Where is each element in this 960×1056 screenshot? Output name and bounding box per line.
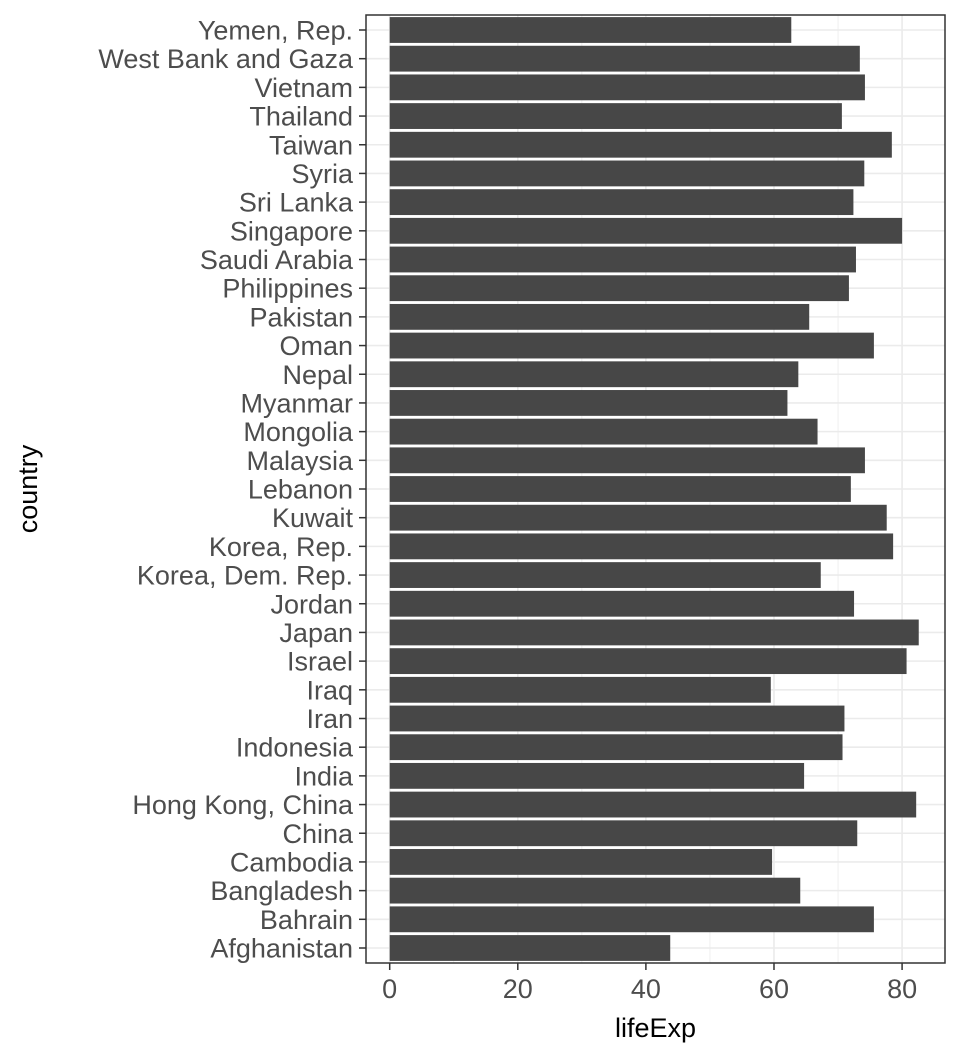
bar [389,762,805,789]
x-tick-label: 0 [382,974,397,1004]
y-tick-label: Syria [291,159,353,189]
bar [389,877,801,904]
y-tick-label: Afghanistan [210,934,353,964]
y-tick-label: Korea, Rep. [209,532,353,562]
bar [389,246,856,273]
y-tick-label: West Bank and Gaza [98,44,354,74]
bar [389,103,842,129]
bar [389,160,865,187]
y-tick-label: Bahrain [260,905,353,935]
bar [389,217,903,244]
y-axis: Yemen, Rep.West Bank and GazaVietnamThai… [98,16,366,964]
y-tick-label: Myanmar [240,388,353,418]
y-axis-title: country [13,444,43,533]
bar [389,734,843,761]
y-tick-label: Taiwan [269,130,353,160]
bar [389,504,887,531]
x-tick-label: 60 [759,974,789,1004]
y-tick-label: Oman [279,331,353,361]
y-tick-label: Kuwait [272,503,354,533]
bar [389,906,874,933]
y-tick-label: Saudi Arabia [200,245,354,275]
bar [389,590,855,617]
bar [389,849,773,875]
bar [389,562,821,588]
y-tick-label: India [294,761,354,791]
bar [389,189,854,216]
bar [389,303,810,330]
y-tick-label: China [282,819,354,849]
bar [389,935,671,961]
x-axis-title: lifeExp [615,1013,696,1043]
y-tick-label: Vietnam [254,73,353,103]
y-tick-label: Indonesia [236,733,354,763]
x-tick-label: 40 [631,974,661,1004]
y-tick-label: Hong Kong, China [132,790,354,820]
y-tick-label: Sri Lanka [239,188,354,218]
bar [389,619,919,646]
bar [389,131,892,158]
bar [389,17,792,43]
y-tick-label: Bangladesh [210,876,353,906]
bar [389,648,907,675]
bar [389,820,858,847]
bar [389,533,894,560]
bar [389,275,849,302]
bar [389,361,799,388]
y-tick-label: Pakistan [249,302,353,332]
bar [389,74,865,101]
bar [389,676,771,703]
y-tick-label: Cambodia [230,847,354,877]
bar [389,418,818,445]
bar [389,45,860,72]
y-tick-label: Korea, Dem. Rep. [137,561,353,591]
y-tick-label: Philippines [222,274,353,304]
y-tick-label: Israel [287,647,353,677]
y-tick-label: Malaysia [246,446,354,476]
bars [389,17,919,961]
bar [389,390,788,416]
y-tick-label: Iran [306,704,353,734]
bar [389,332,874,359]
y-tick-label: Singapore [230,216,353,246]
bar [389,791,917,818]
y-tick-label: Thailand [249,102,353,132]
y-tick-label: Iraq [306,675,353,705]
x-tick-label: 20 [503,974,533,1004]
bar [389,705,845,732]
bar [389,476,851,502]
y-tick-label: Yemen, Rep. [198,16,353,46]
y-tick-label: Mongolia [243,417,354,447]
y-tick-label: Japan [279,618,353,648]
y-tick-label: Lebanon [248,475,353,505]
x-tick-label: 80 [887,974,917,1004]
bar [389,447,865,474]
y-tick-label: Nepal [282,360,353,390]
y-tick-label: Jordan [270,589,353,619]
x-axis: 0 20 40 60 80 [382,963,917,1004]
